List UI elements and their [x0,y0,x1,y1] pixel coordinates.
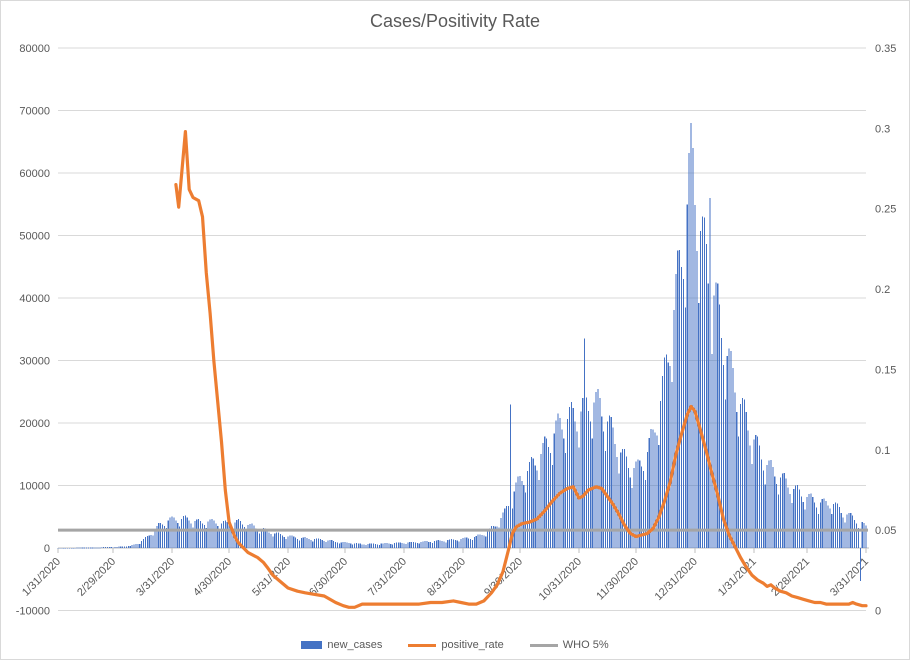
legend-item-new-cases: new_cases [301,639,382,651]
legend-label-new-cases: new_cases [327,639,383,651]
right-axis-label: 0.05 [875,525,896,537]
legend-item-positive-rate: positive_rate [408,639,504,651]
right-axis-label: 0.35 [875,43,896,55]
left-axis-label: 0 [44,543,50,555]
x-axis-label: 4/30/2020 [191,556,234,599]
new-cases-swatch-icon [301,641,323,649]
legend-label-positive-rate: positive_rate [441,639,504,651]
left-axis-label: 20000 [19,418,50,430]
new-cases-bars [57,123,867,582]
right-axis-label: 0.2 [875,284,890,296]
x-axis-label: 2/28/2021 [769,556,812,599]
legend: new_cases positive_rate WHO 5% [1,639,909,651]
x-axis-label: 10/31/2020 [537,556,584,603]
x-axis-label: 8/31/2020 [425,556,468,599]
x-axis [57,547,869,553]
positive-rate-line [174,130,868,609]
x-axis-label: 7/31/2020 [366,556,409,599]
x-axis-label: 2/29/2020 [75,556,118,599]
x-axis-label: 6/30/2020 [307,556,350,599]
x-axis-label: 5/31/2020 [250,556,293,599]
legend-item-who-5: WHO 5% [529,639,609,651]
left-axis-label: 50000 [19,231,50,243]
legend-label-who-5: WHO 5% [562,639,609,651]
right-axis-label: 0 [875,606,881,618]
who-5-swatch-icon [529,643,558,647]
left-axis-label: 10000 [19,481,50,493]
left-axis-label: -10000 [16,606,50,618]
right-axis-label: 0.25 [875,204,896,216]
chart-title: Cases/Positivity Rate [369,11,541,31]
left-axis-label: 70000 [19,106,50,118]
left-axis-label: 80000 [19,43,50,55]
right-axis-label: 0.1 [875,445,890,457]
x-axis-label: 11/30/2020 [594,556,641,603]
positive-rate-swatch-icon [408,643,437,647]
x-axis-label: 9/30/2020 [482,556,525,599]
x-axis-label: 1/31/2020 [20,556,63,599]
left-axis-label: 30000 [19,356,50,368]
axis-tick-labels: 80000 70000 60000 50000 40000 30000 20000 10000… [16,43,897,618]
x-axis-label: 12/31/2020 [653,556,700,603]
x-axis-label: 3/31/2021 [828,556,871,599]
right-axis-label: 0.3 [875,123,890,135]
left-axis-label: 40000 [19,293,50,305]
right-axis-label: 0.15 [875,364,896,376]
left-axis-label: 60000 [19,168,50,180]
x-axis-label: 3/31/2020 [134,556,177,599]
